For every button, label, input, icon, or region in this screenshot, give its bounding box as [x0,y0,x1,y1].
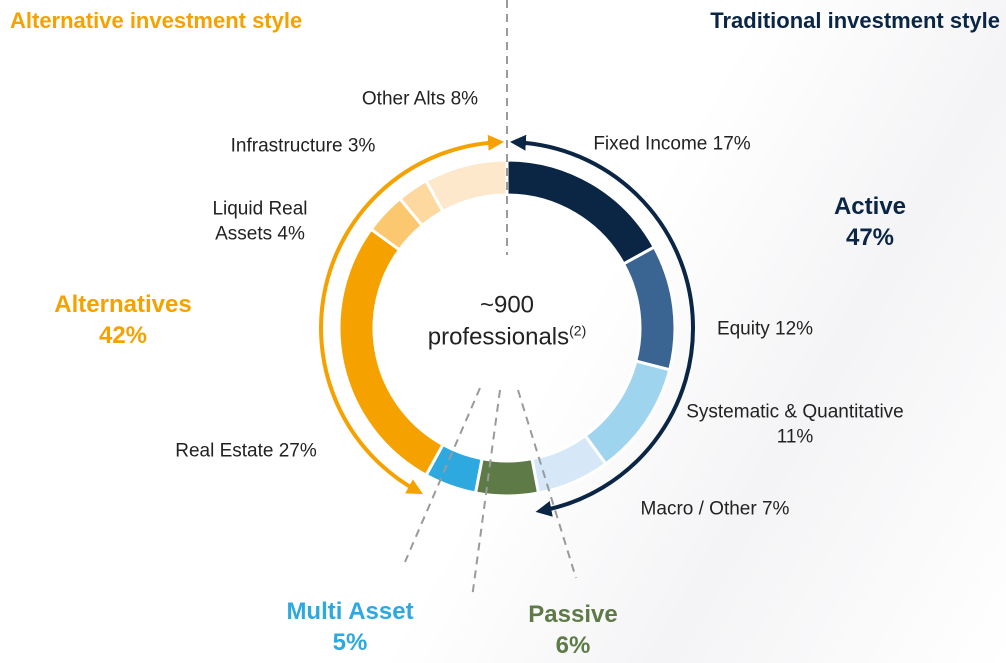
donut-segment [424,158,509,214]
group-label: Multi Asset 5% [286,596,413,658]
segment-name: Fixed Income [593,133,708,155]
segment-value: 8% [450,88,479,110]
segment-label: Real Estate 27% [171,440,321,465]
center-text: ~900 professionals(2) [428,290,587,355]
segment-name: Real Estate [175,440,274,462]
group-name: Active [833,192,907,220]
segment-name: Liquid Real Assets [212,198,308,244]
group-name: Alternatives [54,290,192,318]
segment-name: Equity [716,318,770,340]
center-footnote: (2) [569,323,587,339]
group-label: Passive 6% [528,599,617,661]
group-value: 6% [555,632,591,659]
segment-label: Other Alts 8% [310,88,530,113]
group-value: 5% [332,629,368,656]
segment-value: 7% [761,498,790,520]
segment-value: 17% [712,133,751,155]
segment-label: Infrastructure 3% [183,135,423,160]
group-label: Active 47% [834,191,906,253]
segment-name: Systematic & Quantitative [686,401,904,423]
active-arc [509,134,695,517]
segment-label: Liquid Real Assets 4% [185,197,335,246]
center-label: professionals [427,324,570,351]
donut-segment [583,359,672,467]
segment-label: Fixed Income 17% [582,133,762,158]
segment-value: 11% [776,426,814,447]
center-value: ~900 [479,291,535,319]
segment-label: Systematic & Quantitative 11% [680,400,910,449]
segment-value: 27% [278,440,317,462]
group-arcs [319,134,695,517]
segment-label: Equity 12% [715,318,815,343]
segment-name: Macro / Other [640,498,757,520]
segment-name: Other Alts [361,88,446,110]
header-right: Traditional investment style [710,8,1000,33]
group-label: Alternatives 42% [54,289,191,351]
alternatives-arc [319,134,505,495]
group-name: Passive [528,600,618,628]
segment-value: 12% [775,318,814,340]
donut-segment [473,456,541,498]
group-value: 42% [98,322,148,349]
segment-label: Macro / Other 7% [585,498,845,523]
header-left: Alternative investment style [10,8,303,33]
donut-segment [621,245,677,372]
center-label-line: professionals(2) [428,322,587,354]
segment-value: 3% [347,135,376,157]
segment-name: Infrastructure [230,135,343,157]
donut-segment [505,158,657,266]
group-value: 47% [845,224,895,251]
segment-value: 4% [277,223,305,244]
group-name: Multi Asset [286,597,414,625]
